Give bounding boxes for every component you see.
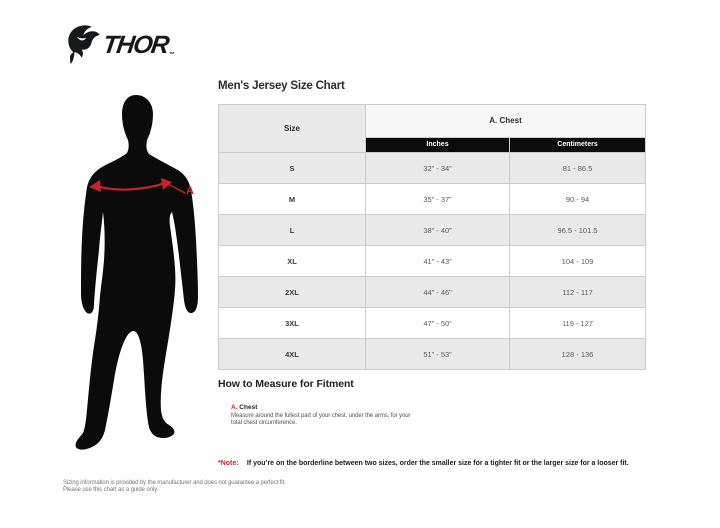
- table-row: XL 41” - 43” 104 - 109: [218, 245, 647, 277]
- header-size: Size: [218, 104, 366, 153]
- inches-cell: 38” - 40”: [365, 214, 510, 246]
- inches-cell: 51” - 53”: [365, 338, 510, 370]
- inches-cell: 47” - 50”: [365, 307, 510, 339]
- header-centimeters: Centimeters: [508, 136, 647, 154]
- disclaimer: Sizing information is provided by the ma…: [63, 480, 286, 494]
- centimeters-cell: 81 - 86.5: [508, 152, 647, 184]
- thor-wordmark: THOR: [101, 31, 170, 59]
- centimeters-cell: 96.5 - 101.5: [508, 214, 647, 246]
- size-cell: S: [218, 152, 366, 184]
- thor-logo: THOR ™: [64, 25, 175, 65]
- inches-cell: 32” - 34”: [365, 152, 510, 184]
- size-cell: XL: [218, 245, 366, 277]
- chest-measure-arrow: [89, 178, 186, 194]
- inches-cell: 35” - 37”: [365, 183, 510, 215]
- centimeters-cell: 90 - 94: [508, 183, 647, 215]
- silhouette-body: [75, 95, 198, 450]
- table-row: 3XL 47” - 50” 119 - 127: [218, 307, 647, 339]
- measure-item-name: Chest: [237, 404, 258, 411]
- inches-cell: 41” - 43”: [365, 245, 510, 277]
- disclaimer-line1: Sizing information is provided by the ma…: [63, 480, 286, 486]
- table-row: M 35” - 37” 90 - 94: [218, 183, 647, 215]
- measure-item-label: A. Chest: [231, 404, 257, 411]
- table-row: 2XL 44” - 46” 112 - 117: [218, 276, 647, 308]
- size-cell: 3XL: [218, 307, 366, 339]
- sizing-note: *Note: If you’re on the borderline betwee…: [218, 458, 629, 467]
- trademark-mark: ™: [168, 52, 175, 58]
- size-chart-table: Size A. Chest Inches Centimeters S 32” -…: [218, 104, 647, 370]
- how-to-measure-heading: How to Measure for Fitment: [218, 378, 354, 390]
- table-header-row: Size A. Chest: [218, 104, 647, 153]
- centimeters-cell: 128 - 136: [508, 338, 647, 370]
- table-row: S 32” - 34” 81 - 86.5: [218, 152, 647, 184]
- disclaimer-line2: Please use this chart as a guide only.: [63, 487, 159, 493]
- thor-helmet-icon: [68, 25, 100, 65]
- measure-item-letter: A.: [231, 404, 238, 411]
- inches-cell: 44” - 46”: [365, 276, 510, 308]
- measure-description-line1: Measure around the fullest part of your …: [231, 413, 411, 419]
- centimeters-cell: 119 - 127: [508, 307, 647, 339]
- table-row: L 38” - 40” 96.5 - 101.5: [218, 214, 647, 246]
- table-row: 4XL 51” - 53” 128 - 136: [218, 338, 647, 370]
- measure-description: Measure around the fullest part of your …: [231, 413, 410, 427]
- table-units-row: Inches Centimeters: [219, 136, 647, 154]
- note-text: If you’re on the borderline between two …: [246, 458, 629, 467]
- size-cell: L: [218, 214, 366, 246]
- centimeters-cell: 112 - 117: [508, 276, 647, 308]
- size-cell: M: [218, 183, 366, 215]
- measure-description-line2: total chest circumference.: [231, 420, 297, 426]
- header-chest-group: A. Chest: [364, 104, 647, 138]
- size-chart-title: Men's Jersey Size Chart: [218, 80, 345, 92]
- size-cell: 2XL: [218, 276, 366, 308]
- header-inches: Inches: [365, 136, 510, 154]
- chest-arrow-label: A: [186, 185, 194, 197]
- size-cell: 4XL: [218, 338, 366, 370]
- centimeters-cell: 104 - 109: [508, 245, 647, 277]
- male-silhouette-figure: [75, 95, 198, 450]
- note-prefix: *Note:: [218, 458, 239, 467]
